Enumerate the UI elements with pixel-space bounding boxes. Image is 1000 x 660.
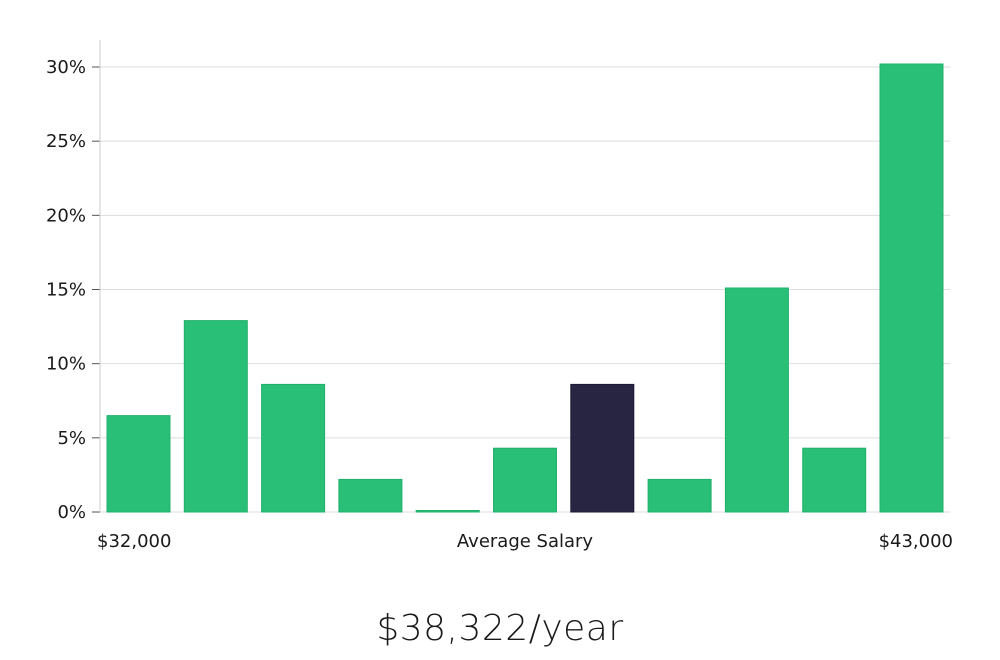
bar	[802, 447, 867, 513]
bar	[415, 510, 480, 513]
y-tick-label: 20%	[46, 205, 86, 226]
y-tick-label: 30%	[46, 57, 86, 78]
y-axis-ticks: 0% 5% 10% 15% 20% 25% 30%	[46, 57, 100, 523]
average-salary-value: $38,322/year	[376, 608, 624, 649]
x-axis-min-label: $32,000	[97, 531, 171, 552]
y-tick-label: 15%	[46, 280, 86, 301]
x-axis-max-label: $43,000	[879, 531, 953, 552]
bar	[879, 63, 944, 513]
y-tick-label: 10%	[46, 354, 86, 375]
salary-distribution-chart: 0% 5% 10% 15% 20% 25% 30% $32,000 Average Sala…	[46, 40, 953, 552]
bar	[106, 415, 171, 513]
bar-highlighted	[570, 383, 635, 513]
bar	[493, 447, 557, 513]
bar	[183, 320, 248, 513]
y-tick-label: 5%	[57, 428, 86, 449]
x-axis-title: Average Salary	[457, 531, 594, 552]
bar	[647, 478, 712, 513]
bar	[338, 478, 403, 513]
y-tick-label: 25%	[46, 131, 86, 152]
bars	[106, 63, 944, 513]
bar	[261, 383, 326, 513]
y-tick-label: 0%	[57, 502, 86, 523]
bar	[724, 287, 789, 513]
